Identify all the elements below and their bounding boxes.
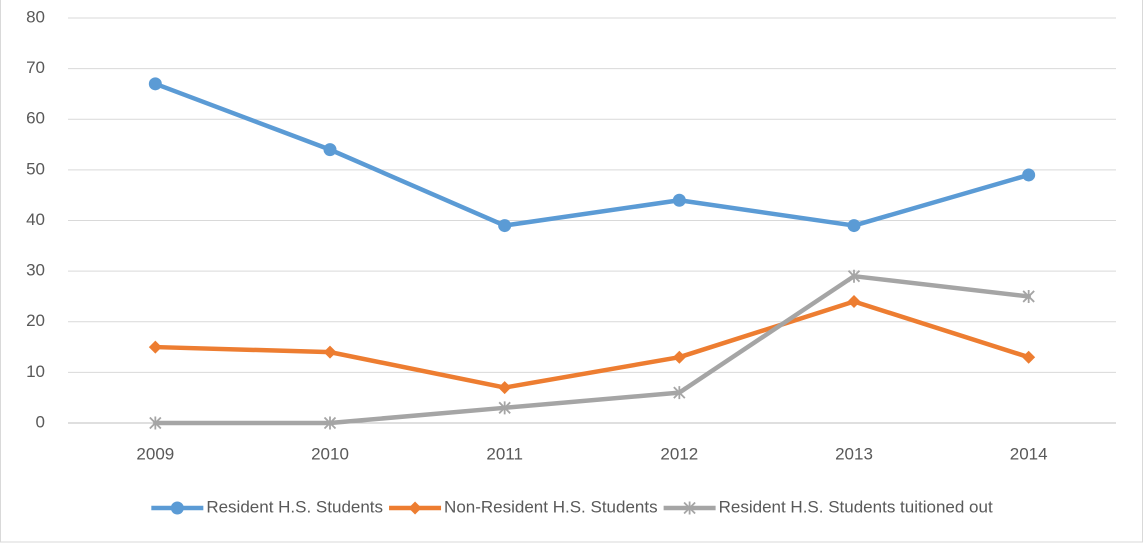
marker [323, 143, 337, 157]
marker [847, 269, 861, 283]
marker [170, 501, 184, 515]
x-tick-label: 2012 [660, 444, 698, 463]
marker [498, 401, 511, 415]
marker [672, 193, 686, 207]
y-tick-label: 0 [36, 412, 45, 431]
marker [673, 386, 686, 400]
marker [148, 77, 162, 91]
series-line [153, 273, 1031, 426]
y-tick-label: 30 [26, 261, 45, 280]
marker [672, 350, 686, 364]
x-tick-label: 2010 [311, 444, 349, 463]
y-tick-label: 60 [26, 109, 45, 128]
y-tick-label: 50 [26, 159, 45, 178]
marker [408, 501, 422, 515]
marker [149, 416, 162, 430]
legend-label: Resident H.S. Students tuitioned out [719, 497, 993, 516]
marker [1022, 168, 1036, 182]
x-tick-label: 2014 [1010, 444, 1048, 463]
marker [148, 340, 162, 354]
x-tick-label: 2013 [835, 444, 873, 463]
marker [1022, 350, 1036, 364]
legend-label: Non-Resident H.S. Students [444, 497, 658, 516]
y-tick-label: 80 [26, 7, 45, 26]
marker [498, 381, 512, 395]
y-tick-label: 70 [26, 58, 45, 77]
x-tick-label: 2011 [486, 444, 523, 463]
marker [1022, 289, 1035, 303]
marker [323, 345, 337, 359]
marker [498, 219, 512, 233]
legend-item: Non-Resident H.S. Students [389, 497, 658, 516]
marker [847, 295, 861, 308]
series-line [153, 299, 1031, 390]
legend-item: Resident H.S. Students tuitioned out [663, 497, 993, 516]
marker [323, 416, 337, 430]
legend-item: Resident H.S. Students [151, 497, 383, 516]
y-tick-label: 40 [26, 210, 45, 229]
y-tick-label: 10 [26, 362, 45, 381]
marker [683, 501, 696, 515]
series-line [153, 81, 1031, 228]
marker [847, 219, 861, 233]
legend-label: Resident H.S. Students [206, 497, 383, 516]
y-tick-label: 20 [26, 311, 45, 330]
x-tick-label: 2009 [136, 444, 174, 463]
